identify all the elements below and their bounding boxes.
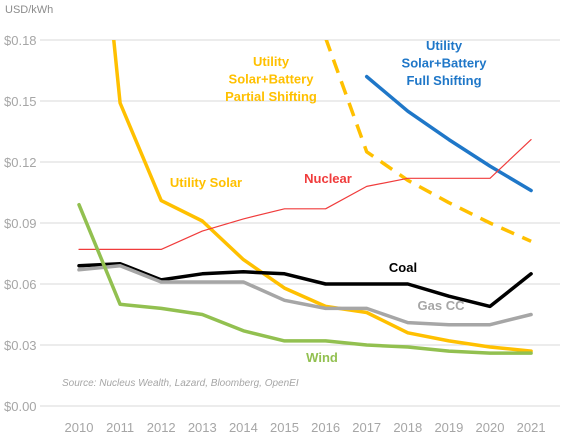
x-tick-label: 2019 <box>434 420 463 435</box>
y-tick-label: $0.09 <box>4 216 37 231</box>
series-label-nuclear: Nuclear <box>304 171 352 186</box>
x-tick-label: 2021 <box>517 420 546 435</box>
x-tick-label: 2018 <box>393 420 422 435</box>
y-axis-unit: USD/kWh <box>5 4 53 16</box>
x-tick-label: 2012 <box>147 420 176 435</box>
series-label-line: Utility <box>253 54 290 69</box>
x-tick-label: 2011 <box>106 420 134 435</box>
series-label-utility-solar-battery-partial-shifting: Utility Solar+Battery Partial Shifting <box>225 54 317 104</box>
x-tick-label: 2014 <box>229 420 258 435</box>
source-note: Source: Nucleus Wealth, Lazard, Bloomber… <box>62 378 299 389</box>
y-tick-label: $0.18 <box>4 33 37 48</box>
x-tick-label: 2016 <box>311 420 340 435</box>
series-label-line: Full Shifting <box>406 73 481 88</box>
series-lines <box>77 40 533 355</box>
series-label-utility-solar: Utility Solar <box>170 175 242 190</box>
x-tick-label: 2020 <box>476 420 505 435</box>
x-tick-label: 2013 <box>188 420 217 435</box>
y-tick-label: $0.03 <box>4 338 37 353</box>
series-label-line: Solar+Battery <box>402 56 488 71</box>
series-label-utility-solar-battery-full-shifting: Utility Solar+Battery Full Shifting <box>402 38 488 88</box>
y-tick-label: $0.00 <box>4 399 37 414</box>
x-tick-label: 2010 <box>65 420 94 435</box>
series-line-nuclear <box>78 139 532 250</box>
x-tick-label: 2017 <box>352 420 381 435</box>
series-line-utility-solar-battery-full-shifting <box>364 74 533 193</box>
y-tick-label: $0.12 <box>4 155 37 170</box>
grid-lines <box>40 39 560 407</box>
series-label-wind: Wind <box>306 350 338 365</box>
series-line-coal <box>77 261 533 309</box>
series-line-wind <box>77 202 533 355</box>
series-label-line: Nuclear <box>304 171 352 186</box>
series-line-utility-solar <box>112 40 533 353</box>
series-label-line: Utility <box>426 38 463 53</box>
series-label-line: Coal <box>389 260 417 275</box>
series-line-utility-solar-battery-partial-shifting <box>324 40 532 243</box>
series-label-line: Partial Shifting <box>225 89 317 104</box>
y-tick-label: $0.06 <box>4 277 37 292</box>
series-labels: Utility Solar Utility Solar+Battery Partial… <box>170 38 487 365</box>
x-tick-labels: 2010 2011 2012 2013 2014 2015 2016 2017 2018 2019… <box>65 420 546 435</box>
x-tick-label: 2015 <box>270 420 299 435</box>
series-label-coal: Coal <box>389 260 417 275</box>
series-label-line: Wind <box>306 350 338 365</box>
series-label-line: Utility Solar <box>170 175 242 190</box>
series-label-line: Solar+Battery <box>229 72 315 87</box>
series-label-line: Gas CC <box>418 298 466 313</box>
series-label-gas-cc: Gas CC <box>418 298 466 313</box>
y-tick-label: $0.15 <box>4 94 37 109</box>
series-line-gas-cc <box>77 263 533 327</box>
y-tick-labels: $0.00 $0.03 $0.06 $0.09 $0.12 $0.15 $0.18 <box>4 33 37 414</box>
